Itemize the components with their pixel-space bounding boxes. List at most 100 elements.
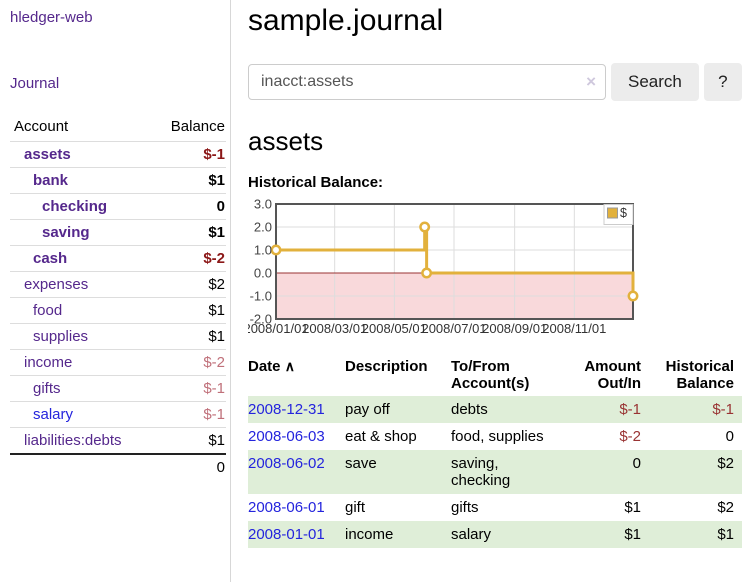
- accounts-table-header-account: Account: [10, 114, 152, 142]
- chart-label: Historical Balance:: [248, 174, 384, 191]
- search-input[interactable]: [248, 64, 606, 100]
- account-balance: $1: [151, 323, 226, 350]
- svg-text:$: $: [620, 206, 627, 220]
- help-button[interactable]: ?: [703, 63, 742, 101]
- txn-date: 2008-06-03: [248, 423, 345, 450]
- txn-amount: $-2: [619, 428, 641, 445]
- txn-date-link[interactable]: 2008-01-01: [248, 526, 325, 543]
- txn-accounts: salary: [451, 526, 492, 543]
- svg-text:2008/05/01: 2008/05/01: [362, 321, 427, 336]
- account-row: bank $1: [10, 167, 226, 194]
- app-brand-link[interactable]: hledger-web: [10, 9, 93, 26]
- txn-date: 2008-06-02: [248, 450, 345, 494]
- register-row: 2008-06-03 eat & shop food, supplies $-2 0: [248, 423, 742, 450]
- register-row: 2008-06-01 gift gifts $1 $2: [248, 494, 742, 521]
- account-row: food $1: [10, 297, 226, 324]
- account-row: liabilities:debts $1: [10, 427, 226, 455]
- txn-balance: $-1: [712, 401, 734, 418]
- txn-balance: $2: [717, 455, 734, 472]
- account-link-assets[interactable]: assets: [24, 146, 71, 163]
- account-balance: $1: [151, 427, 226, 455]
- account-link-checking[interactable]: checking: [42, 198, 108, 215]
- txn-date: 2008-12-31: [248, 396, 345, 423]
- txn-date-link[interactable]: 2008-06-02: [248, 455, 325, 472]
- account-balance: $1: [151, 297, 226, 324]
- register-header-description: Description: [345, 358, 428, 375]
- sidebar: hledger-web Journal Account Balance asse…: [0, 0, 231, 582]
- accounts-total-row: 0: [10, 453, 226, 480]
- account-row: checking 0: [10, 193, 226, 220]
- account-link-cash[interactable]: cash: [33, 250, 68, 267]
- txn-amount: $1: [624, 526, 641, 543]
- txn-description: pay off: [345, 401, 390, 418]
- register-row: 2008-01-01 income salary $1 $1: [248, 521, 742, 548]
- search-bar: × Search ?: [248, 63, 742, 101]
- sort-ascending-icon: ∧: [284, 358, 295, 374]
- main-content: sample.journal × Search ? assets Histori…: [243, 0, 742, 548]
- txn-date: 2008-06-01: [248, 494, 345, 521]
- account-link-saving[interactable]: saving: [42, 224, 90, 241]
- txn-description: eat & shop: [345, 428, 417, 445]
- account-row: gifts $-1: [10, 375, 226, 402]
- balance-chart: $3.0 2.0 1.0 0.0 -1.0 -2.0 2008/01/01 2008/03/0…: [243, 196, 742, 344]
- register-header-amount: Amount Out/In: [584, 358, 641, 392]
- accounts-table: Account Balance assets $-1 bank $1 checking 0…: [10, 114, 226, 480]
- txn-accounts: saving, checking: [451, 455, 511, 489]
- txn-date-link[interactable]: 2008-12-31: [248, 401, 325, 418]
- account-link-supplies[interactable]: supplies: [33, 328, 89, 345]
- svg-text:2008/11/01: 2008/11/01: [542, 321, 606, 336]
- accounts-table-header-balance: Balance: [151, 114, 226, 142]
- account-row: saving $1: [10, 219, 226, 246]
- register-header-date[interactable]: Date ∧: [248, 358, 295, 375]
- account-row: expenses $2: [10, 271, 226, 298]
- clear-search-icon[interactable]: ×: [586, 72, 596, 91]
- svg-text:2.0: 2.0: [254, 220, 272, 235]
- accounts-table-body: assets $-1 bank $1 checking 0 saving $1 cash $-2 e…: [10, 141, 226, 455]
- register-row: 2008-06-02 save saving, checking 0 $2: [248, 450, 742, 494]
- account-link-bank[interactable]: bank: [33, 172, 69, 189]
- account-balance: $-2: [151, 245, 226, 272]
- txn-accounts: gifts: [451, 499, 479, 516]
- txn-date-link[interactable]: 2008-06-01: [248, 499, 325, 516]
- txn-date-link[interactable]: 2008-06-03: [248, 428, 325, 445]
- account-balance: $-1: [151, 401, 226, 428]
- svg-text:-2.0: -2.0: [250, 312, 272, 327]
- search-button[interactable]: Search: [611, 63, 699, 101]
- balance-chart-svg: $3.0 2.0 1.0 0.0 -1.0 -2.02008/01/012008/03/0…: [243, 197, 639, 336]
- account-row: cash $-2: [10, 245, 226, 272]
- txn-balance: 0: [725, 428, 734, 445]
- account-balance: $1: [151, 219, 226, 246]
- account-link-gifts[interactable]: gifts: [33, 380, 61, 397]
- txn-description: save: [345, 455, 377, 472]
- txn-balance: $1: [717, 526, 734, 543]
- txn-description: income: [345, 526, 394, 543]
- register-header-balance: Historical Balance: [665, 358, 734, 392]
- txn-description: gift: [345, 499, 366, 516]
- sidebar-item-journal[interactable]: Journal: [10, 75, 60, 92]
- account-row: supplies $1: [10, 323, 226, 350]
- account-link-liabilities-debts[interactable]: liabilities:debts: [24, 432, 122, 449]
- account-link-salary[interactable]: salary: [33, 406, 74, 423]
- txn-accounts: debts: [451, 401, 488, 418]
- txn-amount: 0: [632, 455, 641, 472]
- svg-text:1.0: 1.0: [254, 243, 272, 258]
- register-table-body: 2008-12-31 pay off debts $-1 $-1 2008-06-03 ea…: [248, 396, 742, 548]
- txn-amount: $1: [624, 499, 641, 516]
- account-link-expenses[interactable]: expenses: [24, 276, 89, 293]
- svg-text:-1.0: -1.0: [250, 289, 272, 304]
- page-title: sample.journal: [248, 4, 444, 37]
- txn-date: 2008-01-01: [248, 521, 345, 548]
- svg-text:2008/09/01: 2008/09/01: [482, 321, 547, 336]
- svg-text:2008/03/01: 2008/03/01: [302, 321, 367, 336]
- svg-text:2008/01/01: 2008/01/01: [248, 321, 309, 336]
- account-balance: $-1: [151, 375, 226, 402]
- account-row: salary $-1: [10, 401, 226, 428]
- account-link-food[interactable]: food: [33, 302, 63, 319]
- txn-accounts: food, supplies: [451, 428, 544, 445]
- svg-text:3.0: 3.0: [254, 197, 272, 212]
- account-row: assets $-1: [10, 141, 226, 168]
- account-row: income $-2: [10, 349, 226, 376]
- account-title: assets: [248, 126, 324, 156]
- account-balance: $2: [151, 271, 226, 298]
- account-link-income[interactable]: income: [24, 354, 73, 371]
